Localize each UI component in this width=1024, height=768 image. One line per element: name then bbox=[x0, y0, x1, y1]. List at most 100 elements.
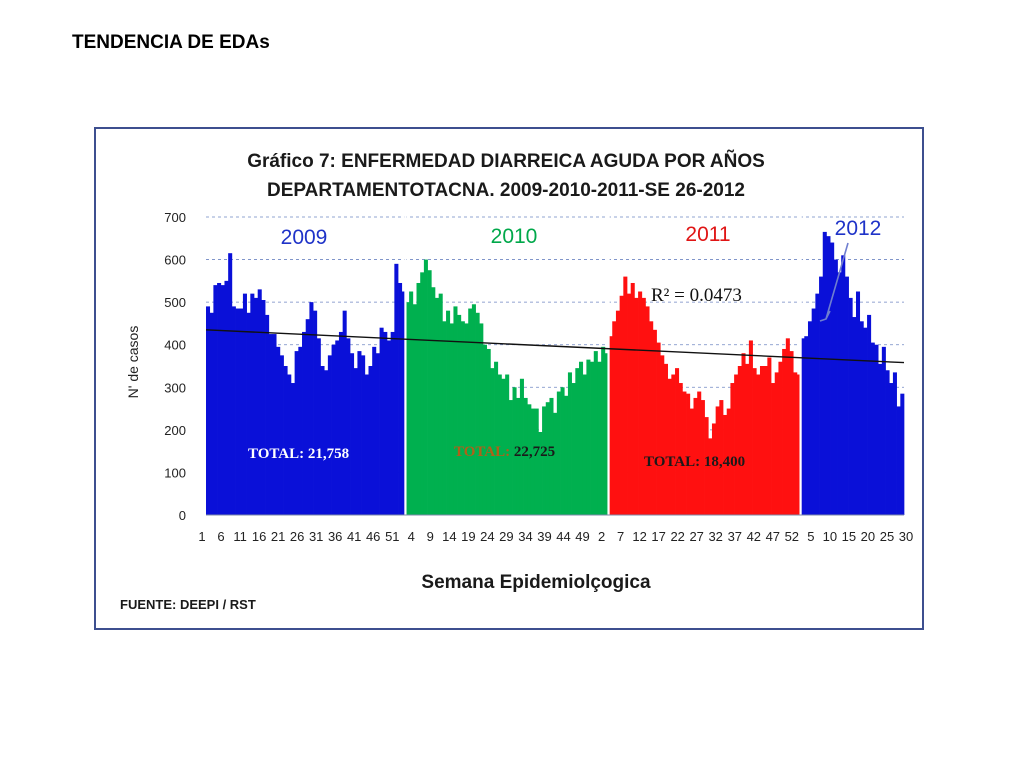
x-tick-label: 41 bbox=[347, 529, 361, 544]
bar-2010-44 bbox=[564, 395, 569, 515]
bar-2011-10 bbox=[641, 297, 646, 515]
bar-2010-17 bbox=[464, 323, 469, 515]
bar-2012-1 bbox=[800, 338, 805, 515]
bar-2010-39 bbox=[545, 402, 550, 515]
bar-2011-29 bbox=[711, 423, 716, 515]
bar-2012-12 bbox=[841, 255, 846, 515]
x-tick-label: 10 bbox=[823, 529, 837, 544]
bar-2009-53 bbox=[398, 282, 403, 515]
bar-2012-11 bbox=[837, 272, 842, 515]
bar-2010-25 bbox=[494, 361, 499, 515]
bar-2012-15 bbox=[852, 317, 857, 515]
bar-2010-6 bbox=[423, 259, 428, 515]
bar-2010-14 bbox=[453, 306, 458, 515]
bar-2010-31 bbox=[516, 397, 521, 515]
bar-2009-10 bbox=[239, 308, 244, 515]
bar-2011-48 bbox=[782, 348, 787, 515]
bar-2011-49 bbox=[785, 338, 790, 515]
x-tick-labels: 1 6 11 16 21 26 31 36 41 46 51 4 9 14 19 24 29 34 39 44 49 2 7… bbox=[198, 529, 913, 544]
y-tick-label: 700 bbox=[164, 210, 186, 225]
bar-2010-46 bbox=[571, 383, 576, 515]
bar-2011-34 bbox=[730, 383, 735, 515]
x-tick-label: 20 bbox=[861, 529, 875, 544]
bar-2012-22 bbox=[878, 363, 883, 515]
x-tick-label: 2 bbox=[598, 529, 605, 544]
bar-2011-19 bbox=[675, 368, 680, 515]
bar-2011-4 bbox=[619, 295, 624, 515]
bar-2009-41 bbox=[353, 368, 358, 515]
bar-2011-17 bbox=[667, 378, 672, 515]
bar-2009-2 bbox=[209, 312, 214, 515]
bar-2011-21 bbox=[682, 391, 687, 515]
x-tick-label: 5 bbox=[807, 529, 814, 544]
bar-2011-5 bbox=[623, 276, 628, 515]
bar-2011-26 bbox=[700, 400, 705, 515]
bar-2012-10 bbox=[833, 259, 838, 515]
bar-2012-14 bbox=[848, 297, 853, 515]
bar-2009-18 bbox=[268, 334, 273, 515]
bar-2011-50 bbox=[789, 351, 794, 515]
bar-2011-22 bbox=[686, 393, 691, 515]
bar-2009-47 bbox=[375, 353, 380, 515]
x-tick-label: 7 bbox=[617, 529, 624, 544]
bar-2012-28 bbox=[900, 393, 905, 515]
bar-2009-48 bbox=[379, 327, 384, 515]
bar-2012-26 bbox=[892, 372, 897, 515]
bar-2009-11 bbox=[242, 293, 247, 515]
bar-2010-28 bbox=[505, 374, 510, 515]
bar-2012-19 bbox=[867, 314, 872, 515]
bar-2011-12 bbox=[649, 321, 654, 515]
bar-2010-38 bbox=[542, 406, 547, 515]
bar-2009-37 bbox=[338, 331, 343, 515]
bar-2010-27 bbox=[501, 378, 506, 515]
x-tick-label: 34 bbox=[518, 529, 532, 544]
bar-2009-14 bbox=[254, 297, 259, 515]
bar-2011-25 bbox=[697, 391, 702, 515]
bar-2011-32 bbox=[723, 414, 728, 515]
bar-2011-28 bbox=[708, 438, 713, 515]
chart-svg: Gráfico 7: ENFERMEDAD DIARREICA AGUDA PO… bbox=[120, 150, 913, 612]
bar-2011-36 bbox=[737, 366, 742, 515]
x-tick-label: 47 bbox=[766, 529, 780, 544]
bar-2009-42 bbox=[357, 351, 362, 515]
x-tick-label: 22 bbox=[670, 529, 684, 544]
total-2011: TOTAL: 18,400 bbox=[644, 454, 745, 470]
source-note: FUENTE: DEEPI / RST bbox=[120, 597, 256, 612]
bar-2009-38 bbox=[342, 310, 347, 515]
x-tick-label: 46 bbox=[366, 529, 380, 544]
bar-2010-36 bbox=[534, 408, 539, 515]
bar-2010-24 bbox=[490, 368, 495, 515]
x-tick-label: 49 bbox=[575, 529, 589, 544]
bar-2009-27 bbox=[302, 331, 307, 515]
bar-2011-16 bbox=[663, 363, 668, 515]
bar-2010-20 bbox=[475, 312, 480, 515]
bar-2010-12 bbox=[446, 310, 451, 515]
bar-2011-14 bbox=[656, 342, 661, 515]
x-tick-label: 30 bbox=[899, 529, 913, 544]
y-tick-label: 100 bbox=[164, 465, 186, 480]
bar-2010-32 bbox=[519, 378, 524, 515]
arrow-2012 bbox=[825, 242, 849, 320]
page-title: TENDENCIA DE EDAs bbox=[72, 32, 270, 53]
bar-2009-40 bbox=[350, 353, 355, 515]
bar-2009-22 bbox=[283, 366, 288, 515]
bar-2009-4 bbox=[217, 282, 222, 515]
bar-2010-21 bbox=[479, 323, 484, 515]
bar-2012-16 bbox=[855, 291, 861, 515]
chart-title: Gráfico 7: ENFERMEDAD DIARREICA AGUDA PO… bbox=[247, 150, 765, 172]
y-tick-label: 500 bbox=[164, 295, 186, 310]
bar-2010-40 bbox=[549, 397, 554, 515]
x-tick-label: 11 bbox=[233, 529, 247, 544]
x-tick-label: 15 bbox=[842, 529, 856, 544]
bar-2011-41 bbox=[756, 374, 761, 515]
bar-2010-23 bbox=[486, 348, 491, 515]
bar-2010-1 bbox=[405, 302, 410, 515]
bar-2011-23 bbox=[689, 408, 694, 515]
bar-2009-17 bbox=[265, 314, 270, 515]
bar-2009-25 bbox=[294, 351, 299, 515]
bar-2009-32 bbox=[320, 366, 325, 515]
bar-2011-3 bbox=[615, 310, 620, 515]
bar-2011-37 bbox=[741, 353, 746, 515]
bar-2010-35 bbox=[530, 408, 536, 515]
x-tick-label: 52 bbox=[785, 529, 799, 544]
